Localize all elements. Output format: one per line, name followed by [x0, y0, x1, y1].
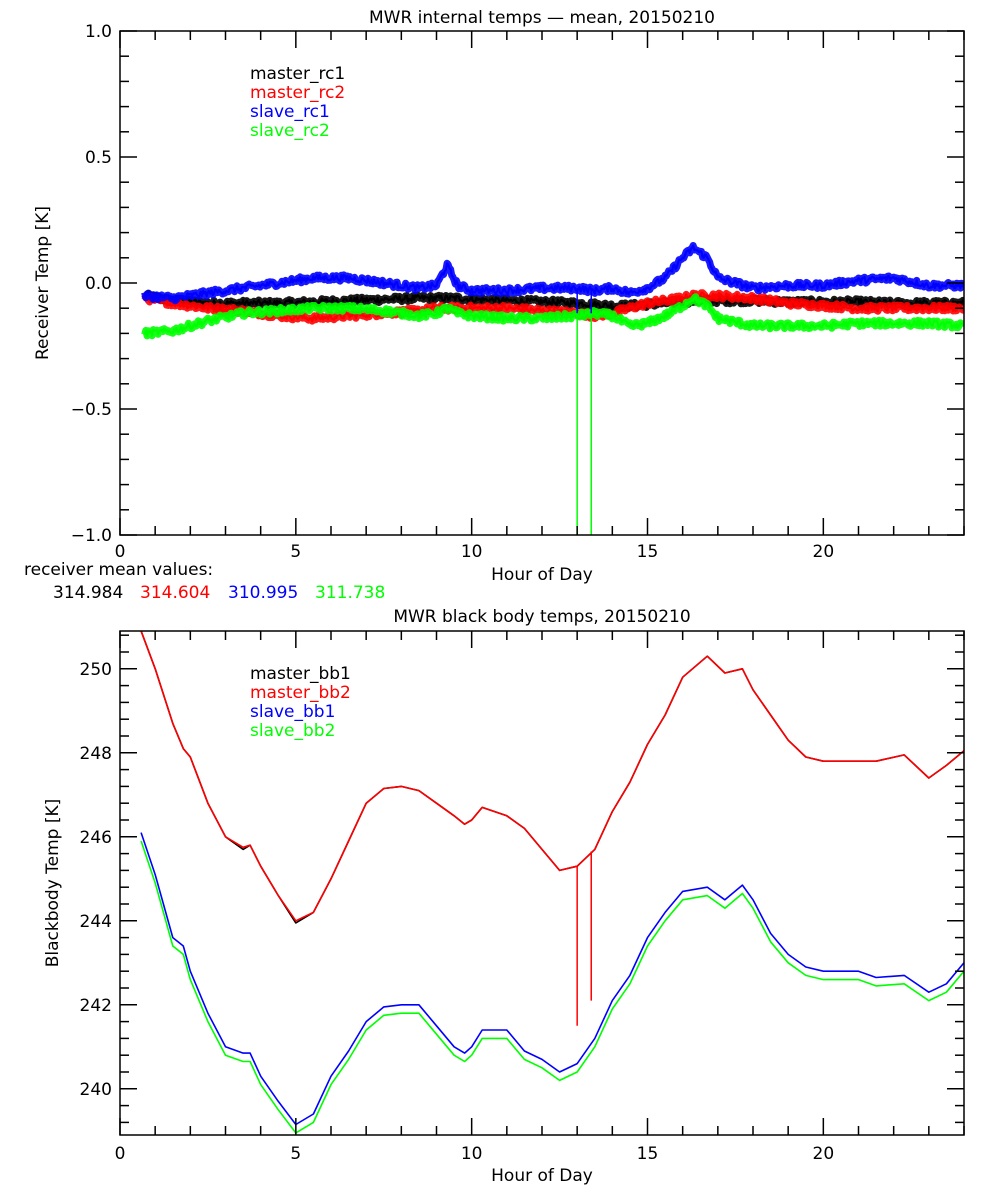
x-tick-label: 15: [637, 1144, 659, 1164]
x-tick-label: 0: [115, 542, 126, 562]
receiver-mean-label: receiver mean values:: [24, 560, 213, 580]
y-tick-label: 242: [80, 996, 112, 1016]
receiver-mean-value: 311.738: [315, 583, 385, 603]
y-tick-labels: 240 242 244 246 248 250: [80, 660, 112, 1100]
legend-entry-master-rc2: master_rc2: [250, 83, 345, 103]
legend-entry-slave-bb2: slave_bb2: [250, 721, 335, 741]
plot-title: MWR black body temps, 20150210: [393, 607, 690, 627]
receiver-mean-value: 310.995: [228, 583, 298, 603]
y-tick-labels: −1.0 −0.5 0.0 0.5 1.0: [71, 22, 112, 546]
legend-entry-master-rc1: master_rc1: [250, 64, 345, 84]
blackbody-temp-plot: MWR black body temps, 20150210 0 5 10 15…: [43, 607, 965, 1186]
series-lines: [141, 242, 964, 340]
receiver-mean-value: 314.604: [140, 583, 210, 603]
x-tick-label: 0: [115, 1144, 126, 1164]
y-axis-label: Receiver Temp [K]: [33, 206, 53, 360]
x-tick-labels: 0 5 10 15 20: [115, 542, 835, 562]
series-lines: [140, 631, 964, 1134]
y-tick-label: 244: [80, 912, 112, 932]
legend: master_rc1 master_rc2 slave_rc1 slave_rc…: [250, 64, 345, 141]
axis-ticks: [119, 30, 965, 536]
receiver-temp-plot: MWR internal temps — mean, 20150210 0 5 …: [24, 8, 965, 603]
y-tick-label: 0.0: [85, 274, 112, 294]
y-tick-label: 248: [80, 744, 112, 764]
x-tick-label: 15: [637, 542, 659, 562]
axis-ticks: [119, 631, 965, 1135]
x-tick-label: 5: [290, 542, 301, 562]
legend-entry-slave-rc1: slave_rc1: [250, 102, 330, 122]
y-axis-label: Blackbody Temp [K]: [43, 799, 63, 968]
plot-title: MWR internal temps — mean, 20150210: [369, 8, 715, 28]
receiver-mean-value: 314.984: [53, 583, 123, 603]
series-line-slave-bb1: [140, 832, 964, 1126]
x-tick-label: 5: [290, 1144, 301, 1164]
series-band-slave-rc1: [141, 242, 964, 305]
y-tick-label: 0.5: [85, 148, 112, 168]
y-tick-label: −1.0: [71, 526, 112, 546]
series-line-master-bb2: [140, 631, 964, 922]
x-tick-labels: 0 5 10 15 20: [115, 1144, 835, 1164]
series-line-slave-bb2: [140, 840, 964, 1134]
y-tick-label: 246: [80, 828, 112, 848]
y-tick-label: 240: [80, 1080, 112, 1100]
x-tick-label: 20: [813, 1144, 835, 1164]
x-axis-label: Hour of Day: [491, 565, 593, 585]
series-line-slave-rc2: [143, 295, 964, 337]
x-tick-label: 10: [461, 542, 483, 562]
legend-entry-slave-bb1: slave_bb1: [250, 702, 335, 722]
legend-entry-slave-rc2: slave_rc2: [250, 121, 330, 141]
legend-entry-master-bb1: master_bb1: [250, 664, 351, 684]
y-tick-label: 1.0: [85, 22, 112, 42]
series-line-slave-rc1: [143, 244, 964, 302]
x-tick-label: 20: [813, 542, 835, 562]
receiver-mean-annotation: receiver mean values: 314.984 314.604 31…: [24, 560, 385, 603]
spike-lines: [576, 851, 592, 1026]
y-tick-label: −0.5: [71, 400, 112, 420]
legend-entry-master-bb2: master_bb2: [250, 683, 351, 703]
legend: master_bb1 master_bb2 slave_bb1 slave_bb…: [250, 664, 351, 741]
x-tick-label: 10: [461, 1144, 483, 1164]
y-tick-label: 250: [80, 660, 112, 680]
x-axis-label: Hour of Day: [491, 1166, 593, 1186]
spike-lines: [576, 288, 592, 535]
